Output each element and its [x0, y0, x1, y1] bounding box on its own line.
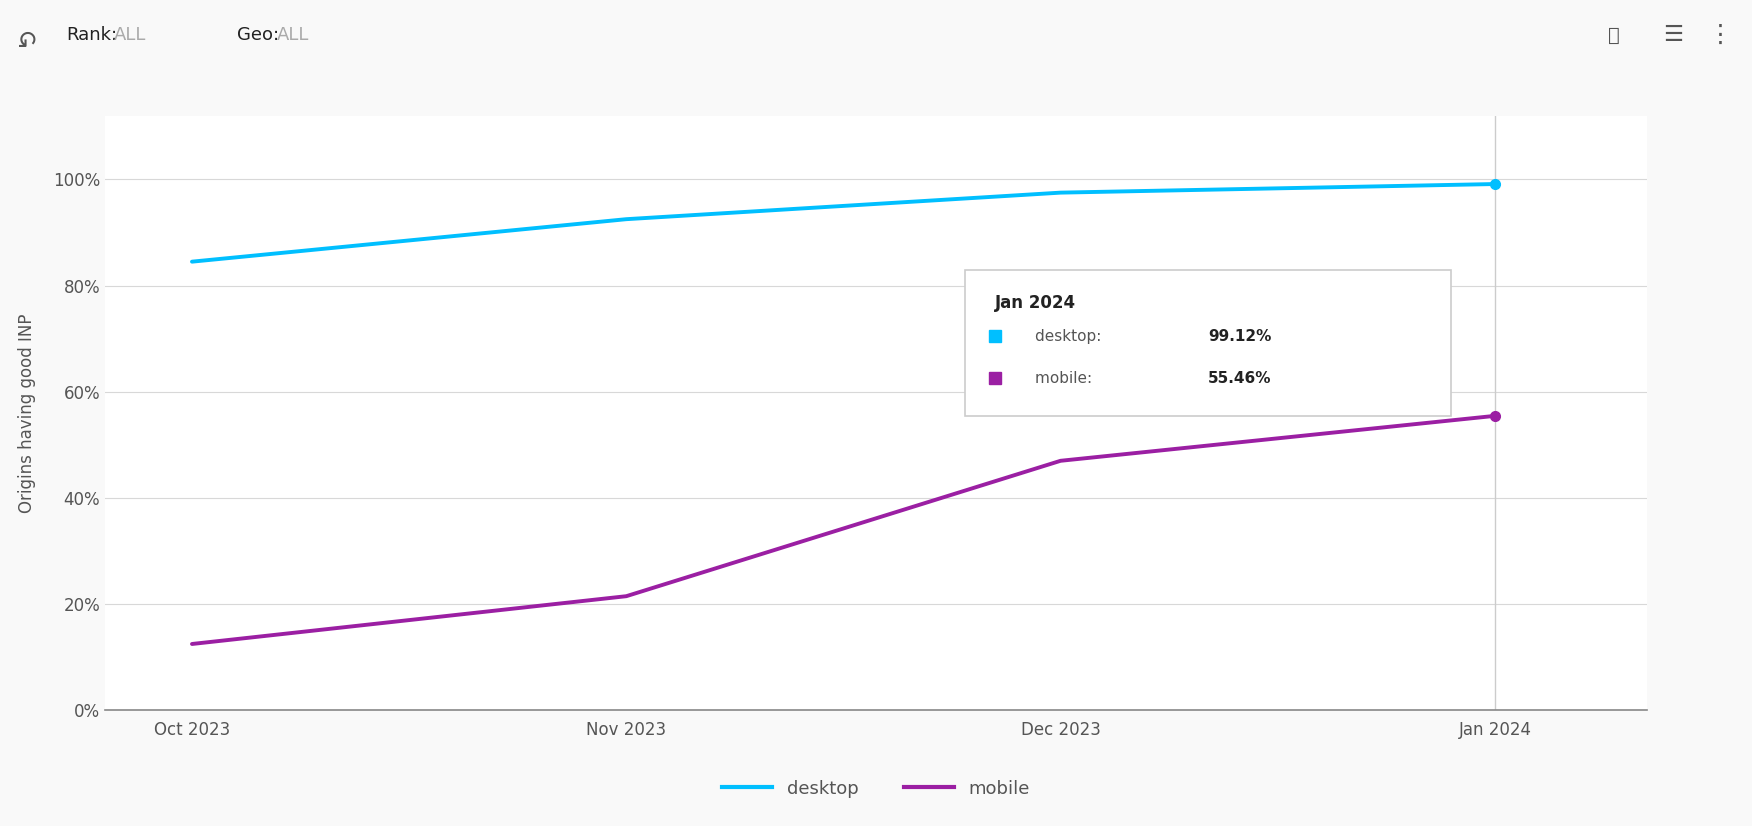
Text: Jan 2024: Jan 2024: [995, 293, 1076, 311]
Text: 99.12%: 99.12%: [1209, 329, 1272, 344]
Text: 55.46%: 55.46%: [1209, 371, 1272, 386]
Text: ALL: ALL: [114, 26, 145, 44]
Text: ☰: ☰: [1663, 25, 1684, 45]
Text: ↺: ↺: [12, 23, 33, 47]
Y-axis label: Origins having good INP: Origins having good INP: [18, 313, 37, 513]
Text: mobile:: mobile:: [1034, 371, 1097, 386]
Text: desktop:: desktop:: [1034, 329, 1106, 344]
Text: ⋮: ⋮: [1708, 23, 1733, 47]
FancyBboxPatch shape: [965, 269, 1451, 415]
Text: Geo:: Geo:: [237, 26, 279, 44]
Legend: desktop, mobile: desktop, mobile: [715, 772, 1037, 805]
Text: 📊: 📊: [1608, 26, 1619, 45]
Text: ALL: ALL: [277, 26, 308, 44]
Text: Rank:: Rank:: [67, 26, 117, 44]
